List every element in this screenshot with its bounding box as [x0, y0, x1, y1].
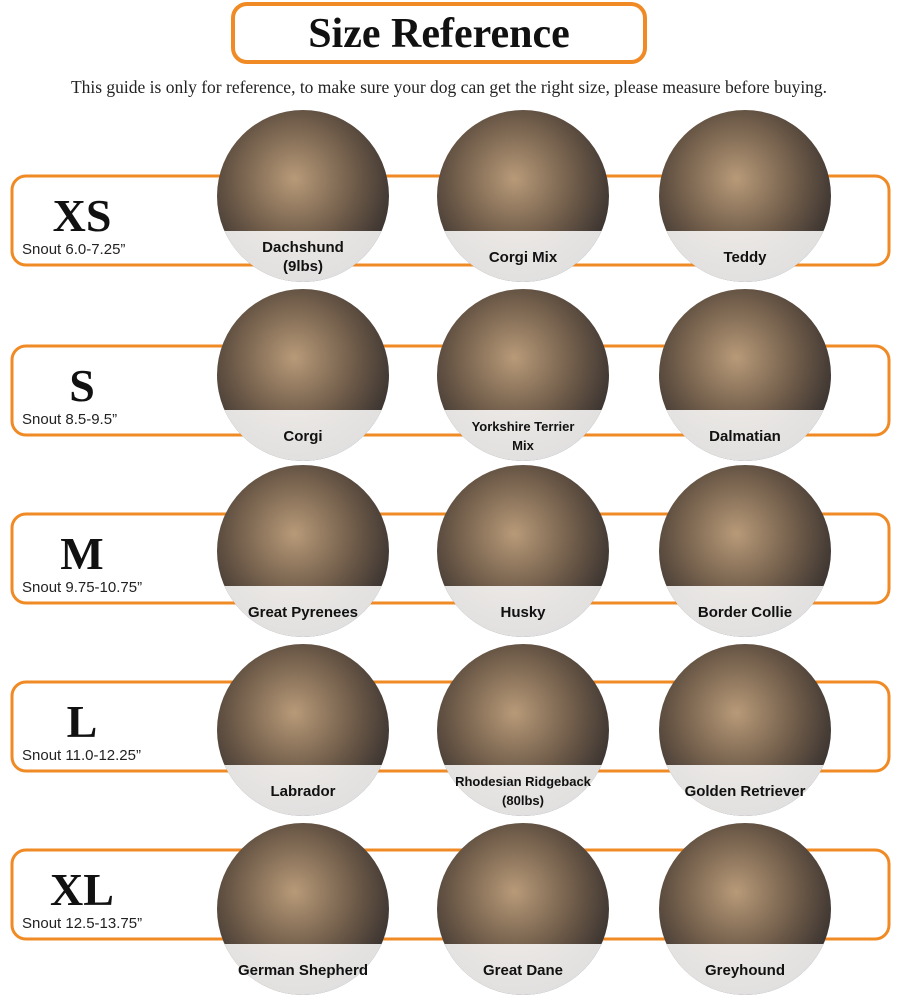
snout-range: Snout 9.75-10.75” [22, 579, 142, 596]
dog-name: Rhodesian Ridgeback [455, 774, 592, 789]
dog-name: Golden Retriever [685, 783, 806, 800]
dog-name: Dachshund [262, 239, 344, 256]
dog-name: Dalmatian [709, 428, 781, 445]
dog-name: Border Collie [698, 604, 792, 621]
size-label: XL [50, 864, 114, 915]
snout-range: Snout 6.0-7.25” [22, 241, 125, 258]
size-label: L [67, 696, 98, 747]
dog-name: Corgi Mix [489, 249, 558, 266]
title-box [231, 2, 647, 64]
size-label: S [69, 360, 95, 411]
size-label: M [60, 528, 103, 579]
dog-name: Labrador [270, 783, 335, 800]
dog-name: (9lbs) [283, 258, 323, 275]
dog-name: German Shepherd [238, 962, 368, 979]
snout-range: Snout 12.5-13.75” [22, 915, 142, 932]
dog-name: Teddy [723, 249, 767, 266]
dog-name: Great Pyrenees [248, 604, 358, 621]
dog-name: Great Dane [483, 962, 563, 979]
subtitle: This guide is only for reference, to mak… [71, 77, 827, 97]
dog-name: Husky [500, 604, 546, 621]
snout-range: Snout 11.0-12.25” [22, 747, 141, 764]
dog-name: Mix [512, 438, 534, 453]
dog-name: Greyhound [705, 962, 785, 979]
title: Size Reference [308, 11, 570, 57]
dog-name: Yorkshire Terrier [472, 419, 575, 434]
dog-name: Corgi [283, 428, 322, 445]
snout-range: Snout 8.5-9.5” [22, 411, 117, 428]
size-label: XS [53, 190, 112, 241]
dog-name: (80lbs) [502, 793, 544, 808]
